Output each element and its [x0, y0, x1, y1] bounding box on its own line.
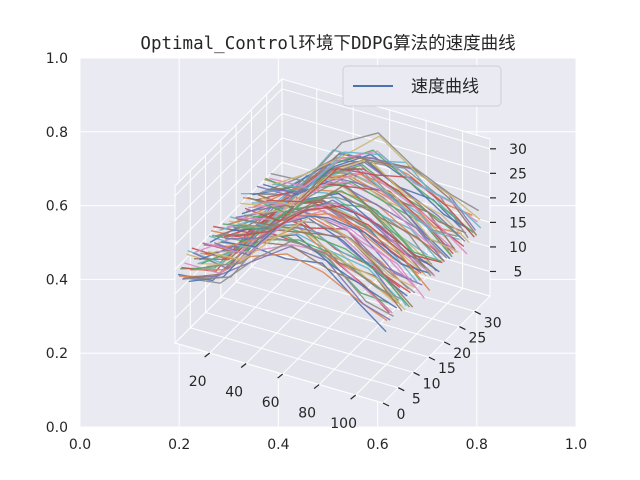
series-line [236, 184, 446, 263]
outer-ytick-label: 0.4 [46, 272, 68, 288]
series-line [270, 132, 480, 212]
series-line [271, 135, 481, 221]
outer-xtick-label: 0.8 [466, 437, 488, 453]
series-line [213, 201, 422, 274]
z3d-tick-label: 5 [514, 264, 523, 280]
outer-ytick-label: 0.8 [46, 125, 68, 141]
y3d-tick-mark [474, 310, 481, 315]
pane-grid-line [251, 266, 460, 328]
series-line [199, 216, 408, 297]
outer-ytick-label: 0.0 [46, 420, 68, 436]
y3d-tick-label: 25 [469, 331, 487, 347]
legend: 速度曲线 [342, 65, 502, 107]
pane-grid-line [355, 287, 463, 396]
pane-grid-line [205, 311, 414, 373]
series-line [204, 229, 414, 308]
series-line [272, 151, 482, 229]
series-line [269, 150, 479, 223]
pane-grid-line [220, 296, 429, 358]
y3d-tick-mark [398, 387, 405, 392]
series-line [177, 244, 387, 333]
y3d-tick-mark [443, 341, 451, 346]
y3d-tick-label: 0 [397, 407, 406, 423]
x3d-tick-mark [350, 394, 357, 400]
pane-grid-line [190, 327, 399, 389]
legend-box [342, 65, 502, 107]
pane-grid-line [174, 112, 283, 221]
series-line [189, 225, 399, 304]
outer-xtick-label: 0.2 [168, 437, 190, 453]
x3d-tick-mark [240, 363, 247, 368]
series-line [266, 167, 475, 238]
pane-grid-line [174, 137, 283, 246]
legend-label: 速度曲线 [411, 77, 479, 97]
pane-grid-line [174, 88, 283, 197]
series-line [206, 219, 416, 294]
series-line [258, 170, 468, 255]
outer-ytick-label: 1.0 [46, 51, 68, 67]
y3d-tick-label: 20 [453, 346, 471, 362]
series-line [180, 230, 389, 304]
x3d-tick-label: 20 [189, 374, 207, 390]
series-line [196, 235, 405, 302]
z3d-tick-label: 20 [509, 191, 527, 207]
pane-grid-line [282, 266, 391, 375]
z3d-tick-label: 15 [509, 215, 527, 231]
y3d-tick-label: 15 [438, 361, 456, 377]
z3d-tick-label: 25 [509, 166, 527, 182]
series-line [221, 212, 431, 292]
series-line [254, 164, 464, 240]
x3d-tick-label: 100 [330, 416, 357, 432]
series-line [250, 176, 459, 253]
series-line [215, 199, 424, 274]
x3d-tick-label: 40 [225, 385, 243, 401]
series-line [220, 214, 429, 274]
outer-xtick-label: 0.4 [267, 437, 289, 453]
series-line [234, 205, 443, 264]
z3d-tick-label: 10 [509, 240, 527, 256]
z3d-tick-label: 30 [509, 142, 527, 158]
x3d-tick-mark [204, 352, 211, 358]
series-line [182, 245, 391, 321]
series-lines [177, 132, 482, 333]
pane-grid-line [281, 88, 491, 150]
series-line [216, 209, 425, 299]
x3d-tick-mark [313, 384, 320, 390]
y3d-tick-mark [428, 356, 436, 361]
x3d-tick-label: 60 [262, 395, 280, 411]
outer-xtick-label: 0.6 [366, 437, 388, 453]
outer-xtick-label: 0.0 [69, 437, 91, 453]
x3d-tick-mark [277, 373, 284, 379]
pane-grid-line [318, 277, 427, 385]
series-line [233, 189, 442, 262]
series-line [237, 181, 447, 258]
y3d-tick-label: 30 [484, 315, 502, 331]
chart-title: Optimal_Control环境下DDPG算法的速度曲线 [140, 34, 515, 54]
series-line [265, 149, 474, 234]
pane-grid-line [174, 162, 283, 270]
series-line [264, 156, 473, 216]
series-line [184, 244, 393, 314]
y3d-tick-mark [413, 371, 420, 376]
pane-grid-line [281, 137, 491, 199]
pane-grid-line [209, 245, 318, 354]
outer-axis-ticks: 0.0 0.2 0.4 0.6 0.8 1.0 0.0 0.2 0.4 0.6 0.8 1.0 [46, 51, 587, 453]
y3d-tick-label: 5 [412, 392, 421, 408]
outer-ytick-label: 0.6 [46, 199, 68, 215]
y3d-tick-mark [382, 402, 390, 407]
pane-grid-line [245, 256, 354, 364]
pane-grid-line [236, 281, 445, 343]
y3d-tick-mark [459, 326, 466, 331]
outer-xtick-label: 1.0 [565, 437, 587, 453]
outer-ytick-label: 0.2 [46, 346, 68, 362]
series-line [193, 223, 403, 312]
y3d-tick-label: 10 [423, 376, 441, 392]
x3d-tick-label: 80 [298, 406, 316, 422]
